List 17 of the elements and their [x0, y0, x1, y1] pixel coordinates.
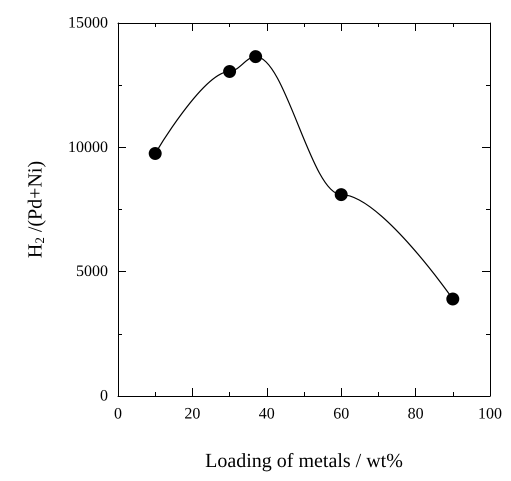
- point: [148, 147, 162, 160]
- x-axis-title: Loading of metals / wt%: [205, 450, 403, 472]
- x-tick-label: 80: [408, 406, 424, 422]
- x-tick-label: 20: [184, 406, 200, 422]
- x-tick-label: 60: [333, 406, 350, 422]
- y-tick-label: 0: [100, 388, 108, 404]
- y-tick-label: 10000: [68, 138, 108, 156]
- point: [446, 292, 460, 306]
- point: [249, 50, 262, 64]
- x-tick-label: 40: [258, 406, 275, 422]
- point: [223, 64, 236, 78]
- point: [334, 188, 348, 202]
- x-tick-label: 100: [478, 406, 502, 422]
- y-tick-label: 5000: [76, 263, 108, 280]
- y-tick-label: 15000: [68, 14, 108, 32]
- x-tick-label: 0: [114, 406, 122, 422]
- y-axis-title: H2 /(Pd+Ni): [24, 160, 47, 258]
